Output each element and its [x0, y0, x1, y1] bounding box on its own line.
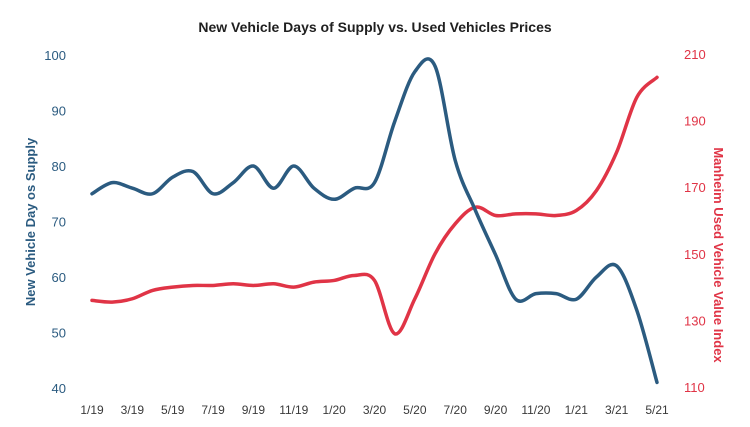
x-tick-label: 9/20: [484, 403, 508, 417]
x-tick-label: 7/20: [444, 403, 468, 417]
right-tick-label: 190: [684, 114, 706, 129]
x-tick-label: 7/19: [201, 403, 225, 417]
x-tick-label: 5/21: [645, 403, 669, 417]
left-tick-label: 100: [44, 48, 66, 63]
x-tick-label: 1/19: [80, 403, 104, 417]
supply-series-line: [90, 57, 659, 385]
right-tick-label: 130: [684, 313, 706, 328]
left-tick-label: 60: [52, 270, 66, 285]
left-tick-label: 80: [52, 159, 66, 174]
left-tick-label: 50: [52, 326, 66, 341]
right-tick-label: 110: [684, 380, 705, 395]
right-axis-label: Manheim Used Vehicle Value Index: [711, 147, 726, 363]
x-tick-label: 5/19: [161, 403, 185, 417]
left-tick-label: 90: [52, 104, 66, 119]
x-tick-label: 3/20: [363, 403, 387, 417]
left-tick-label: 40: [52, 381, 66, 396]
x-tick-label: 5/20: [403, 403, 427, 417]
x-axis-ticks: 1/19 3/19 5/19 7/19 9/19 11/19 1/20 3/20 5/20 7/2…: [80, 403, 669, 417]
x-tick-label: 11/19: [279, 403, 308, 417]
x-tick-label: 1/20: [322, 403, 346, 417]
x-tick-label: 3/21: [605, 403, 629, 417]
index-series-line: [90, 75, 659, 336]
x-tick-label: 3/19: [121, 403, 145, 417]
chart-title: New Vehicle Days of Supply vs. Used Vehi…: [198, 19, 551, 35]
x-tick-label: 9/19: [242, 403, 266, 417]
right-tick-label: 170: [684, 180, 706, 195]
x-tick-label: 11/20: [521, 403, 550, 417]
right-tick-label: 210: [684, 47, 706, 62]
left-tick-label: 70: [52, 215, 66, 230]
right-tick-label: 150: [684, 247, 706, 262]
x-tick-label: 1/21: [565, 403, 589, 417]
left-axis-ticks: 40 50 60 70 80 90 100: [44, 48, 66, 396]
right-axis-ticks: 110 130 150 170 190 210: [684, 47, 706, 395]
series-layer: [90, 57, 659, 385]
left-axis-label: New Vehicle Day os Supply: [23, 137, 38, 306]
